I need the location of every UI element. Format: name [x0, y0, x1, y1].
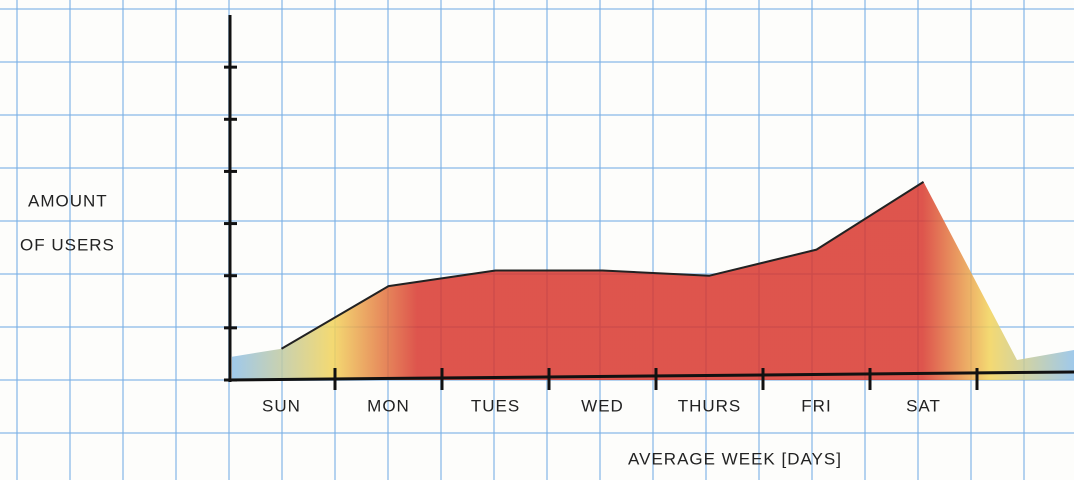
- x-tick-label: TUES: [471, 396, 520, 415]
- y-axis-label: OF USERS: [20, 235, 115, 254]
- x-tick-label: MON: [367, 396, 410, 415]
- x-tick-label: WED: [581, 396, 624, 415]
- x-tick-label: THURS: [678, 396, 742, 415]
- x-tick-label: FRI: [801, 396, 831, 415]
- y-axis-label: AMOUNT: [28, 191, 108, 210]
- area-line: [280, 181, 925, 350]
- x-tick-label: SAT: [906, 396, 941, 415]
- x-axis-label: AVERAGE WEEK [DAYS]: [628, 449, 842, 468]
- area-fill: [232, 181, 1074, 380]
- x-axis: [227, 370, 1074, 382]
- x-tick-label: SUN: [262, 396, 301, 415]
